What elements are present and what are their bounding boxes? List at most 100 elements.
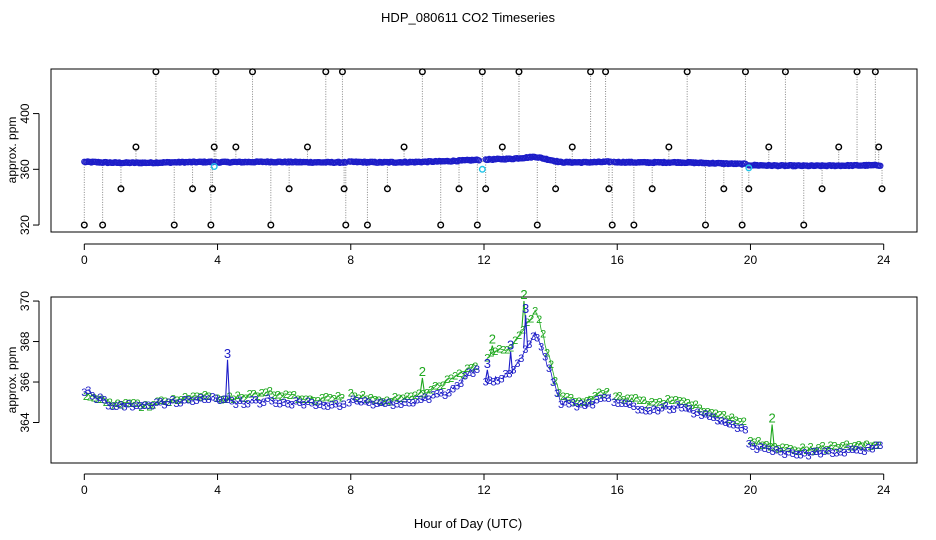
series-3-line bbox=[613, 400, 746, 430]
series-2-point: 2 bbox=[319, 393, 325, 405]
series-2-point: 2 bbox=[592, 390, 598, 402]
raw-point bbox=[437, 221, 445, 229]
series-3-point: 3 bbox=[699, 410, 705, 422]
series-2-point: 2 bbox=[812, 446, 818, 458]
series-2-point: 2 bbox=[641, 395, 647, 407]
series-3-point: 3 bbox=[169, 395, 175, 407]
raw-point bbox=[132, 143, 140, 151]
series-2-line bbox=[615, 393, 744, 423]
raw-point bbox=[473, 221, 481, 229]
series-2-spike-label: 2 bbox=[419, 364, 426, 379]
raw-point bbox=[80, 221, 88, 229]
series-3-point: 3 bbox=[329, 399, 335, 411]
series-3-line bbox=[348, 366, 480, 408]
series-3-point: 3 bbox=[390, 400, 396, 412]
series-3-point: 3 bbox=[542, 352, 548, 364]
raw-point bbox=[170, 221, 178, 229]
raw-point bbox=[498, 143, 506, 151]
series-3-point: 3 bbox=[778, 446, 784, 458]
series-3-point: 3 bbox=[450, 384, 456, 396]
raw-point bbox=[878, 185, 886, 193]
series-3-point: 3 bbox=[619, 398, 625, 410]
raw-point bbox=[552, 185, 560, 193]
x-tick-label: 24 bbox=[877, 483, 891, 497]
series-2-point: 2 bbox=[91, 392, 97, 404]
x-axis-title: Hour of Day (UTC) bbox=[414, 516, 522, 531]
raw-point bbox=[322, 68, 330, 76]
series-3-point: 3 bbox=[498, 373, 504, 385]
series-2-point: 2 bbox=[504, 344, 510, 356]
series-3-point: 3 bbox=[458, 378, 464, 390]
series-2-point: 2 bbox=[307, 394, 313, 406]
series-3-spike-label: 3 bbox=[484, 356, 491, 371]
raw-point bbox=[800, 221, 808, 229]
series-3-point: 3 bbox=[570, 398, 576, 410]
series-3-point: 3 bbox=[337, 401, 343, 413]
series-2-point: 2 bbox=[629, 393, 635, 405]
series-3-point: 3 bbox=[241, 399, 247, 411]
series-3-point: 3 bbox=[821, 446, 827, 458]
series-2-spike bbox=[489, 345, 495, 354]
series-2-point: 2 bbox=[564, 392, 570, 404]
series-3-point: 3 bbox=[671, 404, 677, 416]
series-2-point: 2 bbox=[408, 391, 414, 403]
series-3-point: 3 bbox=[249, 394, 255, 406]
series-3-point: 3 bbox=[687, 403, 693, 415]
blue-point bbox=[340, 159, 347, 166]
y-tick-label: 370 bbox=[18, 291, 32, 311]
series-3-point: 3 bbox=[426, 394, 432, 406]
series-2-point: 2 bbox=[464, 363, 470, 375]
series-3-point: 3 bbox=[434, 388, 440, 400]
series-2-point: 2 bbox=[820, 441, 826, 453]
series-2-point: 2 bbox=[552, 375, 558, 387]
series-2-point: 2 bbox=[162, 396, 168, 408]
series-2-point: 2 bbox=[190, 391, 196, 403]
y-tick-label: 360 bbox=[18, 159, 32, 179]
series-3-point: 3 bbox=[157, 396, 163, 408]
x-tick-label: 8 bbox=[347, 253, 354, 267]
series-3-point: 3 bbox=[703, 408, 709, 420]
series-2-point: 2 bbox=[677, 395, 683, 407]
series-2-point: 2 bbox=[331, 393, 337, 405]
series-2-point: 2 bbox=[335, 390, 341, 402]
series-3-point: 3 bbox=[853, 445, 859, 457]
series-2-point: 2 bbox=[174, 395, 180, 407]
figure-title: HDP_080611 CO2 Timeseries bbox=[381, 10, 555, 25]
raw-point bbox=[630, 221, 638, 229]
y-tick-label: 320 bbox=[18, 215, 32, 235]
series-2-point: 2 bbox=[287, 390, 293, 402]
series-3-point: 3 bbox=[659, 403, 665, 415]
series-2-point: 2 bbox=[544, 347, 550, 359]
series-3-point: 3 bbox=[293, 395, 299, 407]
series-3-point: 3 bbox=[474, 364, 480, 376]
raw-point bbox=[648, 185, 656, 193]
series-3-spike-label: 3 bbox=[507, 338, 514, 353]
series-2-point: 2 bbox=[356, 393, 362, 405]
series-3-point: 3 bbox=[97, 392, 103, 404]
series-2-point: 2 bbox=[828, 440, 834, 452]
series-3-point: 3 bbox=[582, 400, 588, 412]
x-tick-label: 0 bbox=[81, 253, 88, 267]
series-2-point: 2 bbox=[291, 389, 297, 401]
series-3-point: 3 bbox=[491, 377, 497, 389]
series-3-point: 3 bbox=[153, 397, 159, 409]
series-3-point: 3 bbox=[522, 344, 528, 356]
series-3-point: 3 bbox=[762, 443, 768, 455]
series-3-point: 3 bbox=[602, 393, 608, 405]
series-3-point: 3 bbox=[197, 393, 203, 405]
series-2-point: 2 bbox=[130, 397, 136, 409]
series-3-point: 3 bbox=[574, 401, 580, 413]
raw-point bbox=[209, 185, 217, 193]
y-tick-label: 364 bbox=[18, 412, 32, 432]
series-3-point: 3 bbox=[101, 395, 107, 407]
series-2-point: 2 bbox=[339, 392, 345, 404]
series-2-point: 2 bbox=[520, 324, 526, 336]
raw-point bbox=[605, 185, 613, 193]
series-3-point: 3 bbox=[494, 376, 500, 388]
series-2-point: 2 bbox=[267, 386, 273, 398]
raw-point bbox=[875, 143, 883, 151]
series-2-point: 2 bbox=[380, 396, 386, 408]
x-tick-label: 8 bbox=[347, 483, 354, 497]
raw-point bbox=[152, 68, 160, 76]
